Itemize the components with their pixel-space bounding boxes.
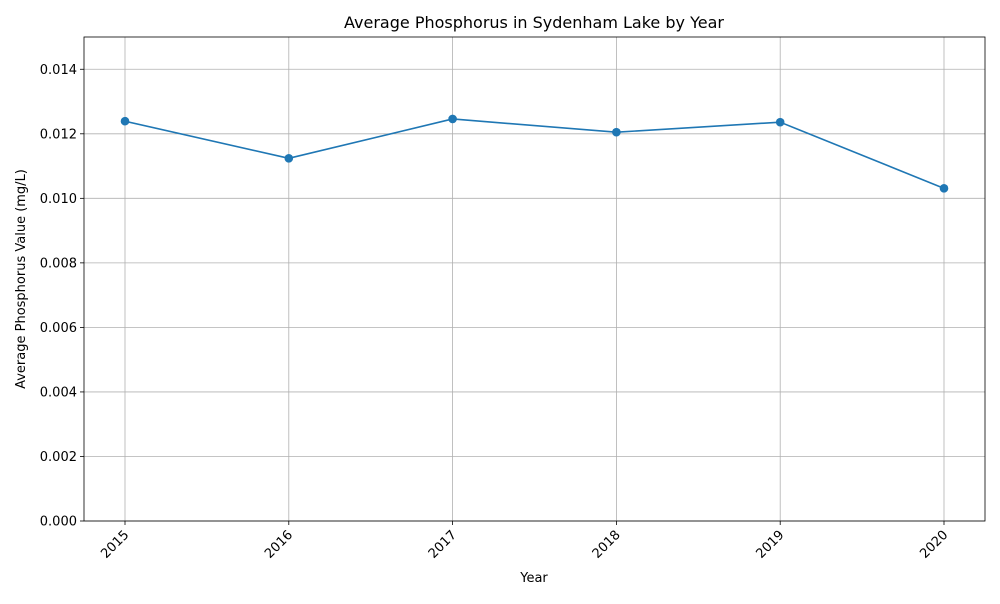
plot-area bbox=[84, 37, 985, 521]
data-point bbox=[612, 127, 621, 137]
data-point bbox=[775, 117, 785, 127]
data-point bbox=[448, 114, 457, 124]
series-line bbox=[124, 118, 945, 190]
y-tick-label: 0.000 bbox=[40, 515, 77, 530]
axes bbox=[83, 36, 986, 522]
series-layer bbox=[120, 114, 949, 193]
x-axis-label: Year bbox=[519, 571, 548, 586]
data-point bbox=[939, 184, 949, 193]
axes-frame bbox=[83, 36, 986, 522]
y-axis-label: Average Phosphorus Value (mg/L) bbox=[14, 169, 29, 389]
chart-title: Average Phosphorus in Sydenham Lake by Y… bbox=[344, 13, 724, 32]
y-tick-label: 0.004 bbox=[40, 385, 77, 400]
data-point bbox=[284, 154, 294, 163]
data-point bbox=[120, 116, 130, 126]
y-tick-label: 0.010 bbox=[40, 192, 77, 207]
y-tick-label: 0.008 bbox=[40, 256, 77, 271]
y-tick-label: 0.006 bbox=[40, 321, 77, 336]
y-tick-label: 0.002 bbox=[40, 450, 77, 465]
y-tick-label: 0.012 bbox=[40, 127, 77, 142]
y-tick-label: 0.014 bbox=[40, 63, 77, 78]
